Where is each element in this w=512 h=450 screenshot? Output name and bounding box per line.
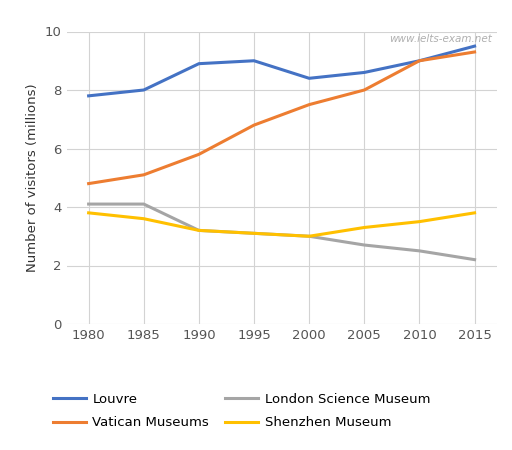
Line: Vatican Museums: Vatican Museums: [89, 52, 475, 184]
Line: Louvre: Louvre: [89, 46, 475, 96]
Louvre: [361, 70, 368, 75]
Vatican Museums: [251, 122, 257, 128]
Vatican Museums: [306, 102, 312, 108]
London Science Museum: [251, 230, 257, 236]
Line: Shenzhen Museum: Shenzhen Museum: [89, 213, 475, 236]
Shenzhen Museum: [251, 230, 257, 236]
Vatican Museums: [86, 181, 92, 186]
Louvre: [141, 87, 147, 93]
Vatican Museums: [416, 58, 422, 63]
Shenzhen Museum: [86, 210, 92, 216]
Shenzhen Museum: [141, 216, 147, 221]
London Science Museum: [361, 242, 368, 248]
Louvre: [472, 44, 478, 49]
Y-axis label: Number of visitors (millions): Number of visitors (millions): [26, 83, 39, 272]
Shenzhen Museum: [361, 225, 368, 230]
Louvre: [416, 58, 422, 63]
London Science Museum: [86, 202, 92, 207]
Shenzhen Museum: [472, 210, 478, 216]
London Science Museum: [416, 248, 422, 254]
Vatican Museums: [141, 172, 147, 177]
Line: London Science Museum: London Science Museum: [89, 204, 475, 260]
Text: www.ielts-exam.net: www.ielts-exam.net: [390, 35, 493, 45]
Shenzhen Museum: [306, 234, 312, 239]
Legend: Louvre, Vatican Museums, London Science Museum, Shenzhen Museum: Louvre, Vatican Museums, London Science …: [48, 387, 435, 434]
Shenzhen Museum: [416, 219, 422, 225]
Shenzhen Museum: [196, 228, 202, 233]
London Science Museum: [196, 228, 202, 233]
Vatican Museums: [472, 49, 478, 54]
Vatican Museums: [196, 152, 202, 157]
London Science Museum: [306, 234, 312, 239]
London Science Museum: [141, 202, 147, 207]
Louvre: [86, 93, 92, 99]
Louvre: [306, 76, 312, 81]
Vatican Museums: [361, 87, 368, 93]
London Science Museum: [472, 257, 478, 262]
Louvre: [196, 61, 202, 67]
Louvre: [251, 58, 257, 63]
